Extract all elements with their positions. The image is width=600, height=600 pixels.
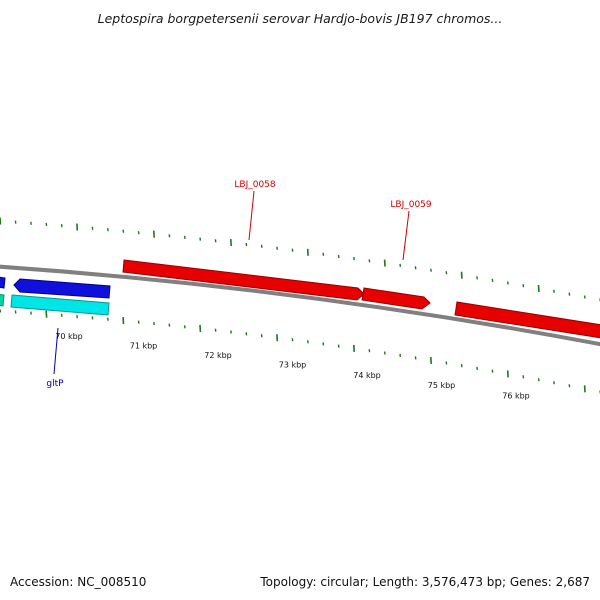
inner-tick-track [0, 309, 600, 394]
scale-tick-label: 76 kbp [502, 391, 530, 400]
gene-feature-lbj-0059[interactable] [361, 287, 431, 310]
chromosome-backbone [0, 264, 600, 347]
rna-feature-left[interactable] [0, 293, 5, 307]
scale-tick-label: 70 kbp [55, 332, 83, 341]
outer-tick-track [0, 217, 600, 302]
rna-feature-cyan[interactable] [10, 294, 110, 316]
label-line-lbj-0059 [402, 210, 410, 261]
scale-tick-labels: 70 kbp 71 kbp 72 kbp 73 kbp 74 kbp 75 kbp 76 k… [55, 332, 530, 400]
gene-label-lbj-0059[interactable]: LBJ_0059 [390, 200, 432, 210]
scale-tick-label: 73 kbp [279, 361, 307, 370]
label-line-gltP [53, 327, 59, 375]
scale-tick-label: 71 kbp [130, 342, 158, 351]
gene-label-lbj-0058[interactable]: LBJ_0058 [234, 180, 276, 190]
gene-feature-gltP[interactable] [13, 278, 111, 299]
scale-tick-label: 72 kbp [204, 351, 232, 360]
gene-label-gltP[interactable]: gltP [46, 379, 64, 389]
label-line-lbj-0058 [248, 190, 255, 241]
genome-stats-text: Topology: circular; Length: 3,576,473 bp… [260, 575, 590, 589]
gene-feature-left-blue[interactable] [0, 276, 6, 289]
accession-text: Accession: NC_008510 [10, 575, 147, 589]
gene-feature-lbj-0058[interactable] [122, 259, 365, 301]
gene-feature-lbj-0060[interactable] [454, 301, 600, 339]
page-title: Leptospira borgpetersenii serovar Hardjo… [97, 11, 503, 26]
scale-tick-label: 75 kbp [428, 381, 456, 390]
scale-tick-label: 74 kbp [353, 371, 381, 380]
